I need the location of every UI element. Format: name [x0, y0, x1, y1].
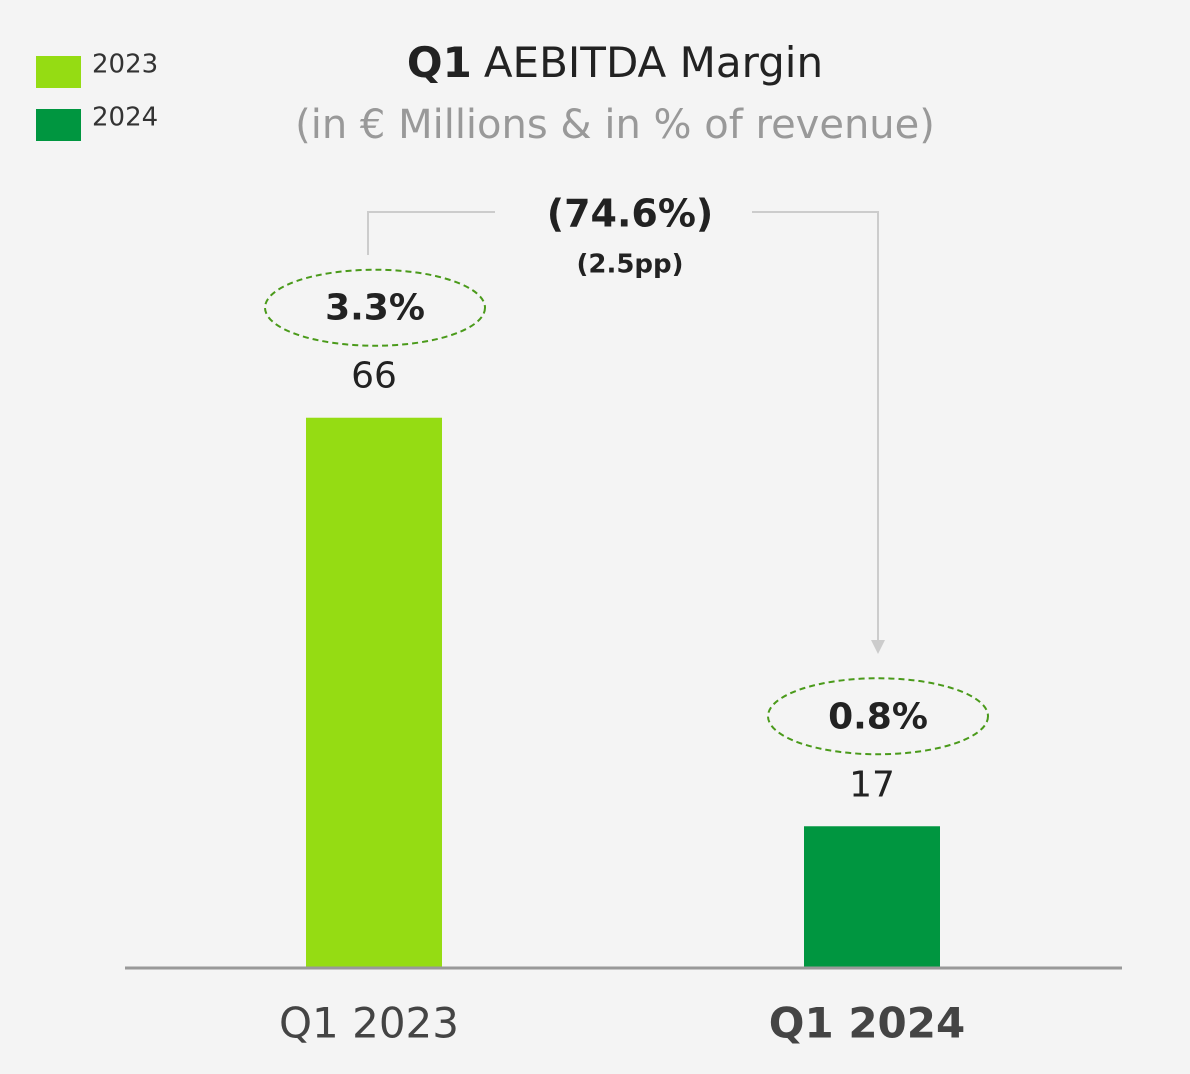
legend-label: 2023: [92, 50, 158, 80]
margin-ellipse: [767, 677, 989, 756]
margin-ellipse: [264, 268, 486, 347]
connector: [367, 211, 495, 255]
chart-subtitle: (in € Millions & in % of revenue): [295, 102, 935, 148]
legend-swatch: [36, 56, 81, 88]
arrow-head: [871, 640, 885, 654]
legend-label: 2024: [92, 103, 158, 133]
change-detail: (2.5pp): [576, 250, 683, 280]
change-label: (74.6%): [547, 192, 714, 236]
connector: [752, 211, 879, 642]
x-tick-label: Q1 2024: [769, 999, 965, 1048]
legend-swatch: [36, 109, 81, 141]
margin-label: 0.8%: [828, 696, 928, 737]
x-tick-label: Q1 2023: [279, 999, 459, 1048]
bar: [804, 826, 940, 968]
bar: [306, 417, 442, 969]
margin-label: 3.3%: [325, 288, 425, 329]
title-bold: Q1: [407, 38, 472, 87]
value-label: 17: [849, 764, 895, 805]
chart-title: Q1 AEBITDA Margin: [407, 38, 823, 87]
title-rest: AEBITDA Margin: [484, 38, 823, 87]
value-label: 66: [351, 356, 397, 397]
